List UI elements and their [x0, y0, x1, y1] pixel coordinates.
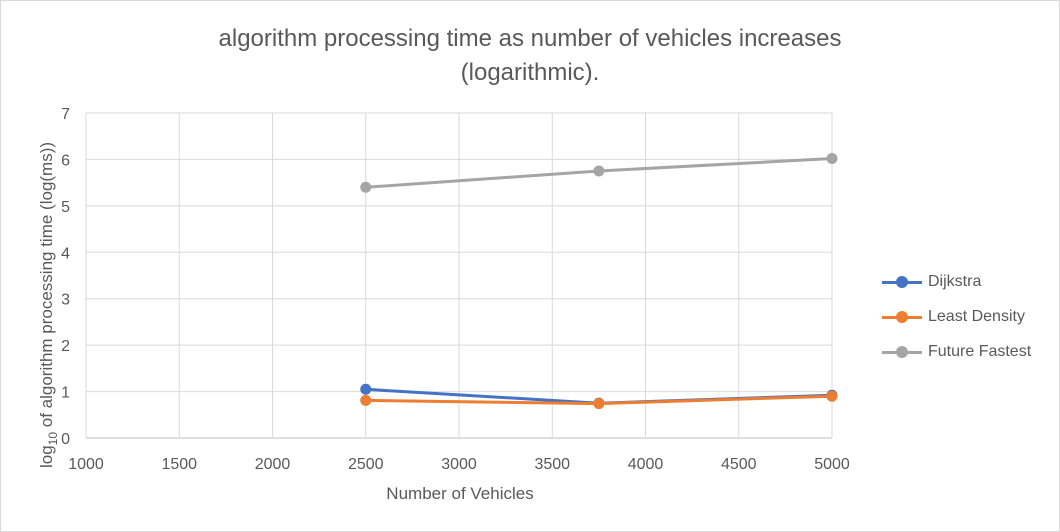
data-point: [360, 181, 372, 193]
y-axis-label-rest: of algorithm processing time (log(ms)): [37, 142, 56, 432]
data-point: [593, 165, 605, 177]
y-tick-label: 1: [61, 385, 70, 402]
legend-swatch: [882, 345, 922, 358]
series-least-density: [360, 390, 838, 410]
legend-item-dijkstra: Dijkstra: [882, 264, 1031, 299]
y-tick-label: 6: [61, 152, 70, 169]
legend: Dijkstra Least Density Future Fastest: [882, 264, 1031, 369]
y-tick-label: 0: [61, 431, 70, 448]
data-point: [826, 153, 838, 164]
y-axis-label-log: log: [37, 445, 56, 468]
x-tick-label: 1500: [161, 456, 197, 473]
y-tick-labels: 0 1 2 3 4 5 6 7: [61, 106, 70, 448]
x-tick-label: 4000: [628, 456, 664, 473]
y-tick-label: 7: [61, 106, 70, 123]
x-tick-label: 2000: [255, 456, 291, 473]
x-tick-label: 2500: [348, 456, 384, 473]
legend-swatch: [882, 275, 922, 288]
data-point: [360, 394, 372, 406]
data-point: [360, 383, 372, 395]
gridlines: [85, 112, 833, 439]
legend-item-future-fastest: Future Fastest: [882, 334, 1031, 369]
y-tick-label: 5: [61, 199, 70, 216]
x-tick-labels: 1000 1500 2000 2500 3000 3500 4000 4500 5000: [68, 456, 850, 473]
y-tick-label: 3: [61, 292, 70, 309]
legend-label: Least Density: [928, 307, 1025, 325]
chart-title-line-2: (logarithmic).: [460, 59, 600, 86]
series-future-fastest: [360, 153, 838, 193]
x-tick-label: 3500: [534, 456, 570, 473]
x-tick-label: 5000: [814, 456, 850, 473]
y-axis-label: log10 of algorithm processing time (log(…: [37, 142, 60, 468]
x-tick-label: 3000: [441, 456, 477, 473]
data-point: [593, 398, 605, 410]
x-axis-label: Number of Vehicles: [386, 484, 533, 503]
series-layer: [360, 153, 838, 410]
legend-item-least-density: Least Density: [882, 299, 1031, 334]
legend-label: Dijkstra: [928, 272, 982, 290]
y-tick-label: 4: [61, 245, 70, 262]
x-tick-label: 4500: [721, 456, 757, 473]
y-axis-label-subscript: 10: [46, 432, 60, 446]
legend-swatch: [882, 310, 922, 323]
chart-title-line-1: algorithm processing time as number of v…: [218, 25, 842, 52]
chart-title: algorithm processing time as number of v…: [160, 22, 900, 90]
data-point: [826, 390, 838, 402]
x-tick-label: 1000: [68, 456, 104, 473]
y-tick-label: 2: [61, 338, 70, 355]
legend-label: Future Fastest: [928, 342, 1032, 360]
